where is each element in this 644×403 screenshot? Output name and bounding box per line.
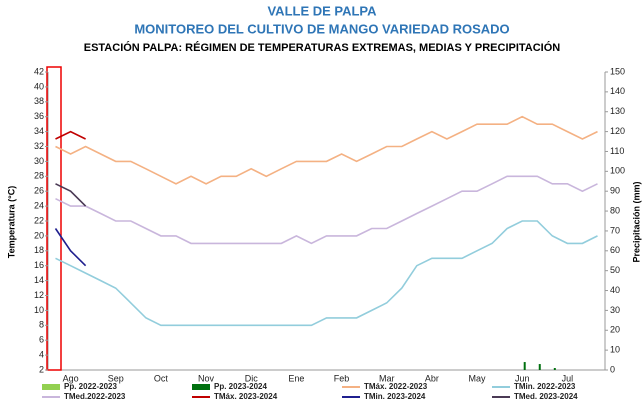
y-tick-label: 34 (34, 126, 44, 136)
y2-tick-label: 60 (610, 245, 620, 255)
x-tick-label: Nov (198, 373, 215, 383)
y2-tick-label: 50 (610, 265, 620, 275)
y-tick-label: 10 (34, 305, 44, 315)
legend-label: TMáx. 2023-2024 (214, 392, 278, 401)
x-tick-label: Abr (425, 373, 439, 383)
y-tick-label: 6 (39, 335, 44, 345)
legend-label: Pp. 2022-2023 (64, 382, 117, 391)
y-tick-label: 14 (34, 275, 44, 285)
y-tick-label: 28 (34, 171, 44, 181)
x-tick-label: Ene (288, 373, 304, 383)
y2-tick-label: 130 (610, 106, 625, 116)
x-tick-label: Mar (379, 373, 395, 383)
x-tick-label: Dic (245, 373, 258, 383)
title: VALLE DE PALPA (267, 3, 377, 18)
y-axis-label: Temperatura (°C) (6, 186, 16, 258)
temperature-line (55, 130, 86, 140)
legend-swatch (192, 384, 210, 390)
y-tick-label: 40 (34, 81, 44, 91)
y-tick-label: 16 (34, 260, 44, 270)
precip-bar (523, 362, 526, 370)
legend-label: TMáx. 2022-2023 (364, 382, 428, 391)
y2-tick-label: 70 (610, 225, 620, 235)
y2-tick-label: 100 (610, 166, 625, 176)
temperature-line (55, 115, 598, 185)
subtitle: MONITOREO DEL CULTIVO DE MANGO VARIEDAD … (134, 21, 509, 36)
y2-axis-label: Precipitación (mm) (631, 181, 641, 262)
temperature-line (55, 183, 87, 207)
y2-tick-label: 80 (610, 205, 620, 215)
y2-tick-label: 30 (610, 305, 620, 315)
y2-tick-label: 20 (610, 325, 620, 335)
y2-tick-label: 110 (610, 146, 624, 156)
chart-title: ESTACIÓN PALPA: RÉGIMEN DE TEMPERATURAS … (84, 41, 561, 54)
legend-label: TMed. 2023-2024 (514, 392, 578, 401)
y-tick-label: 12 (34, 290, 44, 300)
y2-tick-label: 40 (610, 285, 620, 295)
y2-tick-label: 120 (610, 126, 625, 136)
y-tick-label: 38 (34, 96, 44, 106)
legend-swatch (42, 384, 60, 390)
y2-tick-label: 90 (610, 186, 620, 196)
legend-label: TMed.2022-2023 (64, 392, 126, 401)
y-tick-label: 4 (39, 349, 44, 359)
y-tick-label: 30 (34, 156, 44, 166)
legend-label: TMin. 2023-2024 (364, 392, 426, 401)
x-tick-label: Jun (515, 373, 530, 383)
legend-label: TMin. 2022-2023 (514, 382, 576, 391)
y-tick-label: 8 (39, 320, 44, 330)
y-tick-label: 36 (34, 111, 44, 121)
y-tick-label: 2 (39, 364, 44, 374)
temperature-line (55, 220, 598, 327)
x-tick-label: May (469, 373, 487, 383)
highlight-box (46, 66, 62, 371)
x-tick-label: Feb (334, 373, 350, 383)
x-tick-label: Oct (154, 373, 169, 383)
y2-tick-label: 10 (610, 345, 620, 355)
temperature-line (55, 175, 598, 245)
precip-bar (553, 368, 556, 370)
y-tick-label: 22 (34, 215, 44, 225)
y-tick-label: 32 (34, 141, 44, 151)
y-tick-label: 20 (34, 230, 44, 240)
x-tick-label: Jul (562, 373, 574, 383)
temperature-line (54, 228, 87, 267)
y-tick-label: 18 (34, 245, 44, 255)
y2-tick-label: 150 (610, 66, 625, 76)
x-tick-label: Sep (108, 373, 124, 383)
precip-bar (538, 364, 541, 370)
y2-tick-label: 0 (610, 364, 615, 374)
x-tick-label: Ago (63, 373, 79, 383)
y-tick-label: 42 (34, 66, 44, 76)
y-tick-label: 26 (34, 186, 44, 196)
y-tick-label: 24 (34, 200, 44, 210)
legend-label: Pp. 2023-2024 (214, 382, 267, 391)
y2-tick-label: 140 (610, 86, 625, 96)
